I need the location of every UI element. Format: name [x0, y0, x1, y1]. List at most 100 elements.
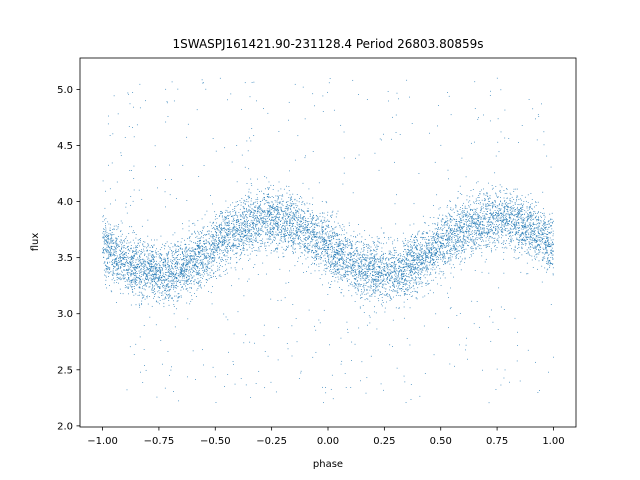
data-point	[238, 239, 239, 241]
data-point	[165, 298, 167, 300]
data-point	[144, 266, 145, 267]
data-point	[151, 261, 153, 263]
data-point	[147, 267, 148, 269]
data-point	[498, 242, 500, 244]
data-point	[440, 236, 442, 238]
data-point	[475, 214, 477, 216]
data-point	[514, 203, 516, 205]
data-point	[457, 235, 459, 237]
data-point	[170, 242, 172, 244]
data-point	[529, 231, 531, 233]
data-point	[137, 294, 139, 296]
data-point	[476, 234, 477, 236]
data-point	[396, 92, 398, 94]
data-point	[491, 205, 493, 207]
data-point	[538, 217, 539, 219]
data-point	[357, 267, 359, 269]
data-point	[391, 264, 392, 266]
data-point	[431, 254, 433, 256]
data-point	[187, 250, 188, 252]
data-point	[386, 268, 388, 270]
data-point	[420, 268, 422, 270]
data-point	[151, 256, 153, 257]
data-point	[356, 262, 358, 264]
data-point	[135, 271, 137, 272]
data-point	[137, 243, 139, 245]
data-point	[260, 243, 262, 245]
data-point	[475, 209, 477, 211]
data-point	[353, 255, 354, 257]
data-point	[414, 239, 415, 241]
data-point	[367, 275, 368, 277]
data-point	[468, 224, 470, 226]
data-point	[509, 214, 511, 216]
data-point	[492, 212, 494, 214]
data-point	[484, 198, 486, 199]
data-point	[499, 218, 501, 220]
data-point	[481, 252, 483, 253]
data-point	[423, 252, 425, 253]
data-point	[140, 269, 141, 271]
data-point	[294, 159, 296, 161]
data-point	[299, 220, 301, 222]
data-point	[152, 262, 154, 263]
data-point	[139, 276, 141, 278]
data-point	[368, 262, 370, 263]
data-point	[162, 287, 164, 289]
data-point	[274, 206, 276, 208]
data-point	[372, 268, 373, 270]
data-point	[396, 270, 398, 271]
data-point	[344, 274, 346, 276]
data-point	[415, 257, 417, 259]
data-point	[342, 259, 344, 261]
data-point	[437, 251, 439, 253]
data-point	[347, 268, 349, 270]
data-point	[282, 227, 284, 229]
data-point	[502, 203, 504, 205]
data-point	[172, 285, 174, 286]
data-point	[236, 181, 238, 183]
data-point	[197, 272, 199, 274]
data-point	[510, 228, 512, 230]
data-point	[285, 238, 286, 240]
data-point	[475, 248, 477, 250]
data-point	[452, 208, 454, 210]
data-point	[524, 251, 526, 252]
data-point	[368, 266, 369, 268]
data-point	[503, 226, 505, 228]
data-point	[181, 270, 183, 272]
data-point	[450, 207, 452, 209]
data-point	[146, 247, 147, 249]
data-point	[417, 292, 418, 294]
data-point	[113, 225, 115, 227]
data-point	[297, 222, 298, 224]
data-point	[514, 225, 515, 226]
data-point	[121, 248, 122, 249]
data-point	[182, 270, 184, 272]
data-point	[457, 220, 459, 222]
data-point	[482, 204, 484, 206]
data-point	[444, 226, 446, 228]
data-point	[302, 86, 304, 88]
data-point	[439, 255, 441, 257]
data-point	[316, 258, 317, 260]
data-point	[444, 277, 446, 279]
data-point	[442, 274, 444, 276]
data-point	[165, 259, 167, 261]
data-point	[405, 293, 407, 295]
data-point	[178, 249, 179, 251]
data-point	[448, 237, 450, 239]
data-point	[292, 248, 294, 250]
data-point	[407, 265, 409, 267]
data-point	[425, 243, 427, 245]
data-point	[412, 279, 414, 281]
data-point	[504, 228, 506, 229]
data-point	[192, 262, 194, 264]
data-point	[131, 261, 133, 262]
data-point	[550, 218, 552, 220]
data-point	[380, 274, 382, 276]
data-point	[139, 283, 141, 285]
data-point	[542, 260, 543, 261]
data-point	[310, 231, 311, 233]
data-point	[537, 392, 539, 393]
